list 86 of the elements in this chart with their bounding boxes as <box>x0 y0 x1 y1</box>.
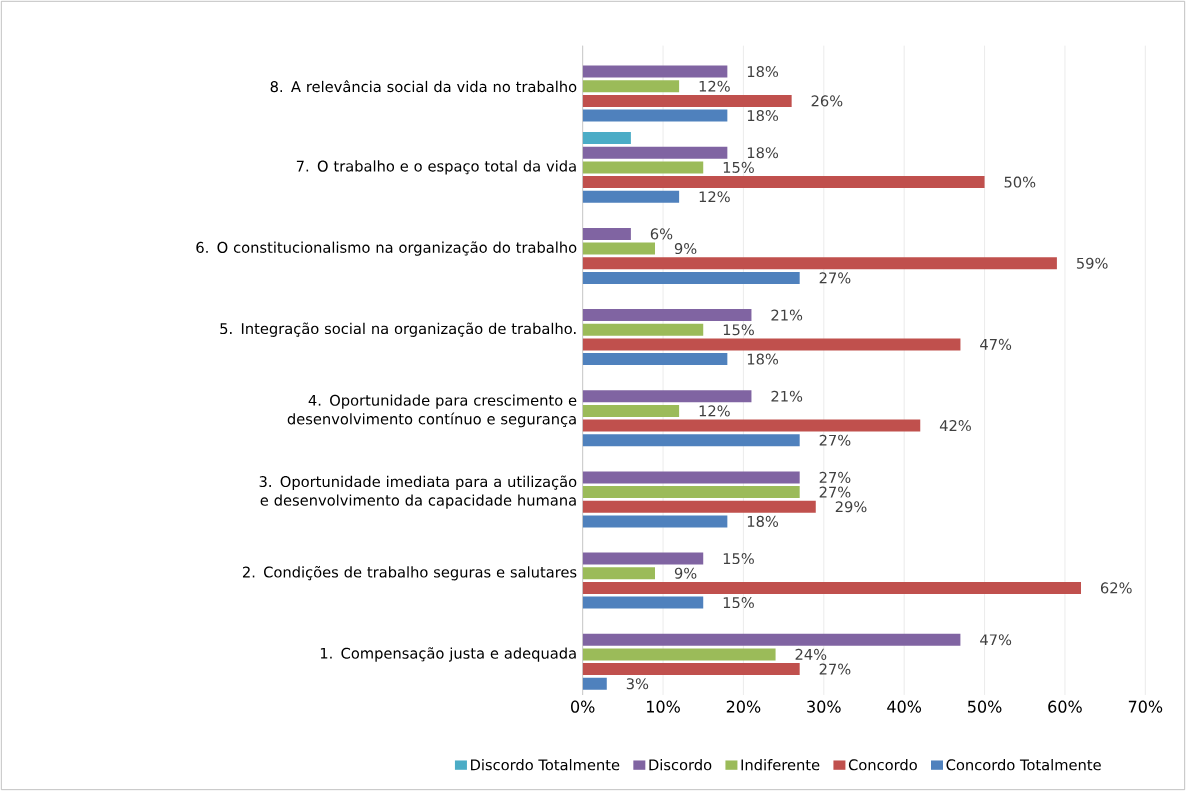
bar <box>582 161 704 174</box>
x-tick-label: 20% <box>726 700 761 713</box>
bar <box>582 500 816 513</box>
y-tick-label: 1. Compensação justa e adequada <box>320 647 576 662</box>
data-label: 18% <box>747 110 779 122</box>
data-label: 27% <box>819 434 851 446</box>
bar <box>582 596 704 609</box>
data-label: 42% <box>939 420 971 432</box>
bar <box>582 309 752 322</box>
data-label: 27% <box>819 471 851 483</box>
y-tick-label: 6. O constitucionalismo na organização do trabalho <box>196 241 577 256</box>
data-label: 47% <box>980 634 1012 646</box>
x-tick-label: 40% <box>887 700 922 713</box>
bar <box>582 271 800 284</box>
y-tick-label: 8. A relevância social da vida no trabalho <box>270 80 577 93</box>
bar <box>582 471 800 484</box>
bar <box>582 338 961 351</box>
data-label: 27% <box>819 272 851 284</box>
y-tick-label: 4. Oportunidade para crescimento e desenvolvimento contínuo e segurança <box>287 394 577 428</box>
data-label: 18% <box>747 353 779 365</box>
y-tick-label: 3. Oportunidade imediata para a utilização e desenvolvimento da capacidade humana <box>259 475 577 509</box>
x-tick-label: 70% <box>1128 700 1163 713</box>
bar <box>582 94 792 107</box>
data-label: 21% <box>771 309 803 321</box>
bar <box>582 132 631 145</box>
bar <box>582 80 680 93</box>
bar <box>582 567 656 580</box>
x-tick-label: 0% <box>571 700 595 713</box>
x-tick-label: 50% <box>968 700 1002 713</box>
bar <box>582 146 728 159</box>
bar <box>582 677 607 690</box>
legend-label: Discordo Totalmente <box>471 759 620 771</box>
data-label: 12% <box>699 405 730 417</box>
data-label: 12% <box>699 80 730 92</box>
bar <box>582 65 728 78</box>
data-label: 62% <box>1100 582 1132 594</box>
bar <box>582 419 921 432</box>
bar <box>582 552 704 565</box>
data-label: 21% <box>771 390 803 402</box>
bar <box>582 353 728 366</box>
bar <box>582 434 800 447</box>
bar <box>582 581 1082 594</box>
bar <box>582 190 680 203</box>
data-label: 47% <box>980 338 1012 350</box>
x-tick-label: 60% <box>1048 700 1082 713</box>
data-label: 6% <box>650 228 673 240</box>
bar <box>582 109 728 122</box>
bar <box>582 390 752 403</box>
data-label: 15% <box>723 597 754 609</box>
legend-label: Concordo Totalmente <box>946 759 1101 771</box>
data-label: 15% <box>723 553 754 565</box>
bar <box>582 176 985 189</box>
bar <box>582 242 656 255</box>
legend-label: Discordo <box>649 759 712 771</box>
data-label: 24% <box>795 648 827 660</box>
y-tick-label: 7. O trabalho e o espaço total da vida <box>296 160 576 175</box>
y-tick-label: 5. Integração social na organização de trabalho. <box>220 322 576 337</box>
data-label: 3% <box>626 678 649 690</box>
y-tick-label: 2. Condições de trabalho seguras e salutares <box>242 566 577 581</box>
data-label: 15% <box>723 324 754 336</box>
data-label: 18% <box>747 147 779 159</box>
bar <box>582 648 776 661</box>
data-label: 9% <box>674 243 697 255</box>
data-label: 12% <box>699 191 730 203</box>
bar <box>582 633 961 646</box>
data-label: 9% <box>674 567 697 579</box>
bar <box>582 257 1057 270</box>
bar <box>582 515 728 528</box>
bar <box>582 663 800 676</box>
bar <box>582 486 800 499</box>
bar <box>582 227 631 240</box>
data-label: 18% <box>747 515 779 527</box>
data-label: 50% <box>1004 176 1036 188</box>
bar <box>582 404 680 417</box>
data-label: 59% <box>1076 257 1108 269</box>
data-label: 18% <box>747 66 779 78</box>
data-label: 29% <box>835 501 867 513</box>
data-label: 26% <box>811 95 843 107</box>
data-label: 27% <box>819 486 851 498</box>
bar <box>582 323 704 336</box>
x-tick-label: 30% <box>807 700 841 713</box>
legend-label: Indiferente <box>741 759 820 771</box>
x-tick-label: 10% <box>647 700 680 713</box>
data-label: 15% <box>723 161 754 173</box>
data-label: 27% <box>819 663 851 675</box>
legend-label: Concordo <box>848 759 917 771</box>
